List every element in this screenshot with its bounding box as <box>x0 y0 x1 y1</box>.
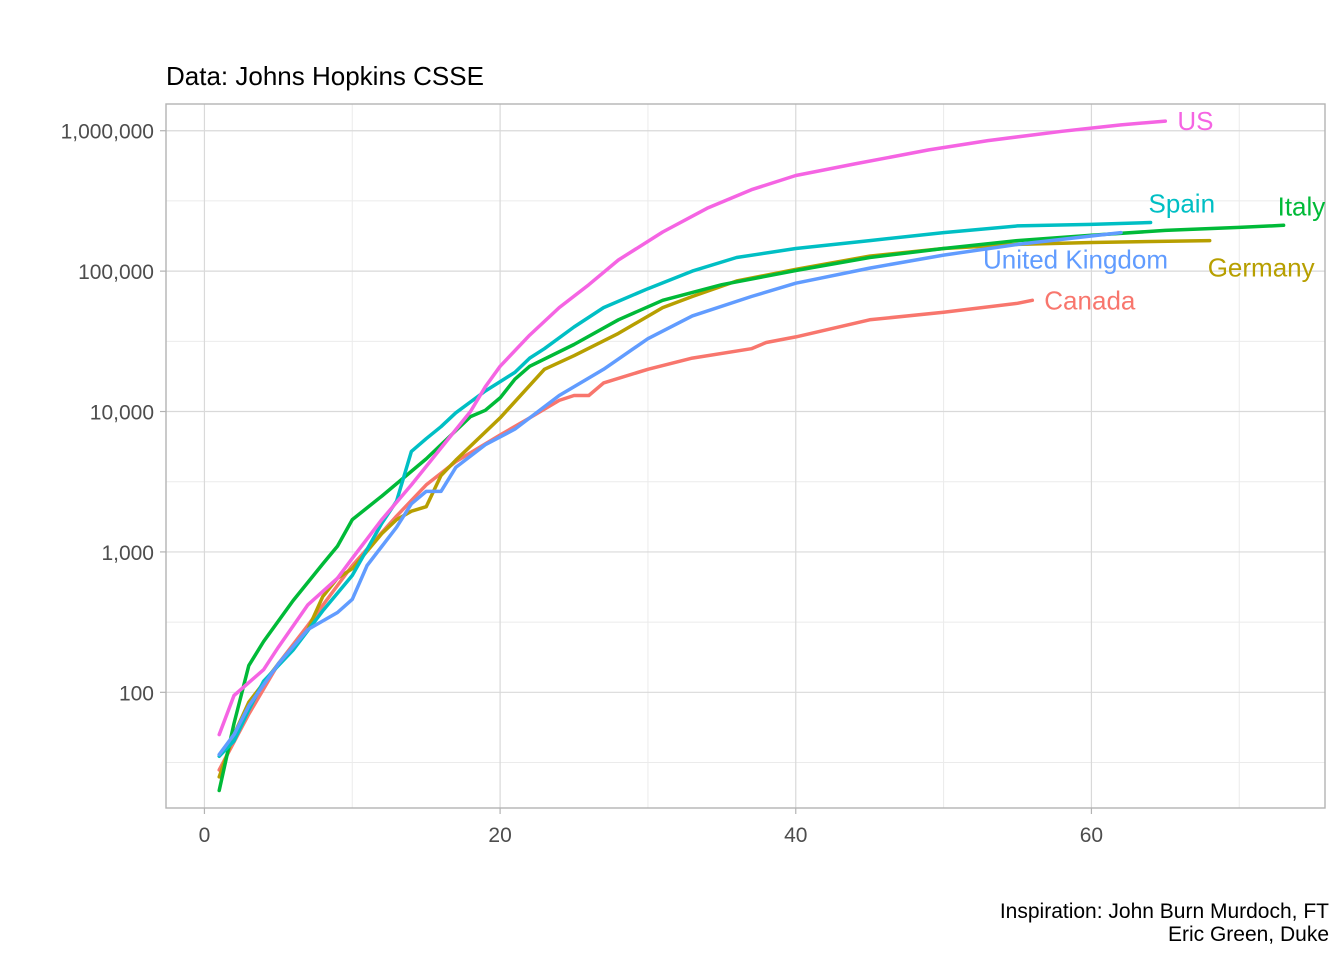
series-line-united-kingdom <box>217 230 1123 757</box>
minor-gridlines <box>166 104 1325 808</box>
series-label-spain: Spain <box>1149 188 1216 218</box>
caption-line-2: Eric Green, Duke <box>1168 923 1329 946</box>
series-label-united-kingdom: United Kingdom <box>983 245 1168 275</box>
caption-line-1: Inspiration: John Burn Murdoch, FT <box>1000 900 1329 923</box>
major-gridlines <box>166 104 1325 808</box>
series-label-us: US <box>1177 106 1213 136</box>
x-axis-ticks: 0 20 40 60 <box>199 808 1103 847</box>
y-tick-label: 1,000 <box>101 542 154 565</box>
series-line-italy <box>217 223 1286 793</box>
x-tick-label: 40 <box>784 824 807 847</box>
series-lines <box>217 119 1286 793</box>
y-tick-label: 100 <box>119 682 154 705</box>
x-tick-label: 0 <box>199 824 211 847</box>
series-line-us <box>217 119 1168 737</box>
series-line-canada <box>217 298 1035 772</box>
x-tick-label: 60 <box>1080 824 1103 847</box>
y-axis-ticks: 100 1,000 10,000 100,000 1,000,000 <box>61 121 166 705</box>
chart-subtitle: Data: Johns Hopkins CSSE <box>166 61 484 91</box>
y-tick-label: 1,000,000 <box>61 121 154 144</box>
series-label-italy: Italy <box>1278 191 1326 221</box>
series-labels: Canada Germany Italy Spain United Kingdom US <box>983 106 1325 315</box>
y-tick-label: 10,000 <box>90 402 154 425</box>
series-label-germany: Germany <box>1208 253 1315 283</box>
panel-border <box>165 103 1326 809</box>
x-tick-label: 20 <box>488 824 511 847</box>
y-tick-label: 100,000 <box>78 261 154 284</box>
series-label-canada: Canada <box>1044 285 1136 315</box>
